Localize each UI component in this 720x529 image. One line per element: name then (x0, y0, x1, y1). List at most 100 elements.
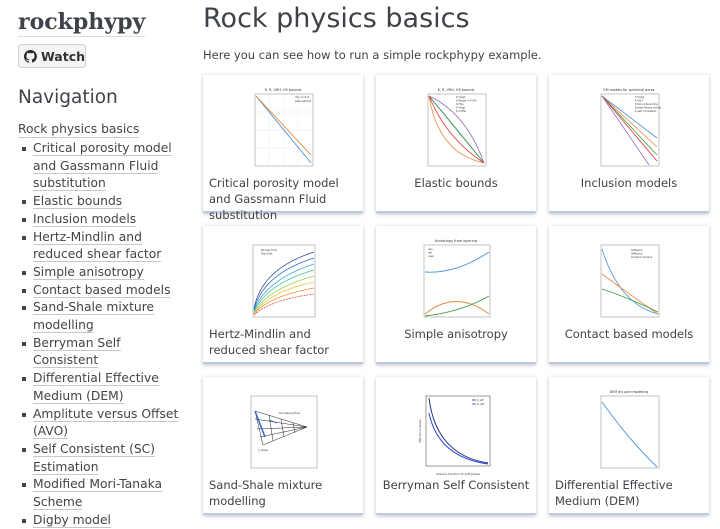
thumb-legend: No Slip limit (261, 248, 277, 252)
thumb-legend: dry rock K (295, 95, 309, 99)
thumb-legend: Stiffsand (631, 252, 643, 256)
card-caption: Contact based models (564, 327, 694, 341)
github-icon (24, 49, 37, 63)
thumb-line (255, 95, 312, 164)
gallery-card-critical-porosity[interactable]: K, R, VRH, HS bounds dry rock K saturate… (203, 75, 363, 222)
nav-item: Modified Mori-Tanaka Scheme (18, 476, 188, 511)
gallery-card-inclusion-models[interactable]: EM models for spherical pores K Voigt K … (549, 75, 709, 213)
thumb-legend: del (428, 251, 432, 255)
card-caption: Critical porosity model and Gassmann Flu… (209, 176, 339, 222)
thumb-legend: K Non-interacting (635, 102, 658, 106)
nav-link-mori-tanaka[interactable]: Modified Mori-Tanaka Scheme (33, 477, 163, 511)
page-title: Rock physics basics (203, 3, 470, 34)
nav-item: Simple anisotropy (18, 264, 188, 282)
nav-link-simple-anisotropy[interactable]: Simple anisotropy (33, 264, 144, 280)
thumb-legend: vsen (428, 255, 434, 258)
nav-link-berryman[interactable]: Berryman Self Consistent (33, 335, 121, 369)
nav-link-inclusion-models[interactable]: Inclusion models (33, 211, 137, 227)
sidebar: rockphypy Watch Navigation Rock physics … (0, 0, 190, 528)
thumb-legend: K Voigt (456, 106, 465, 110)
thumb-axes (425, 395, 491, 467)
nav-link-hertz-mindlin[interactable]: Hertz-Mindlin and reduced shear factor (33, 229, 162, 263)
gallery-card-elastic-bounds[interactable]: K, R, VRH, HS bounds K Voigt K Reuss = K… (376, 75, 536, 213)
thumb-legend: saturated K (295, 99, 311, 103)
thumb-axes (427, 93, 487, 167)
thumb-legend: Kuster-Toksoz model (635, 106, 661, 110)
thumb-legend: K HS+ (456, 102, 464, 106)
card-caption: Hertz-Mindlin and reduced shear factor (209, 327, 329, 357)
main-content: Rock physics basics Here you can see how… (203, 0, 720, 515)
thumb-legend: K Voigt (456, 95, 465, 99)
thumbnail-elastic-bounds: K, R, VRH, HS bounds K Voigt K Reuss = K… (427, 88, 487, 167)
github-button-label: Watch (40, 48, 85, 64)
card-caption: Inclusion models (580, 176, 678, 190)
thumb-legend: K HS+ (635, 99, 643, 103)
thumb-legend: K Reuss = K HS- (456, 99, 477, 103)
thumbnail-dem: DEM dry pore modelling (600, 390, 660, 469)
thumbnail-hertz-mindlin: No Slip limit Slip limit (252, 244, 316, 318)
thumb-title: DEM dry pore modelling (610, 390, 648, 394)
thumb-title: EM models for spherical pores (603, 88, 654, 92)
nav-list: Critical porosity model and Gassmann Flu… (18, 140, 188, 529)
nav-heading: Navigation (18, 87, 118, 108)
thumb-line (255, 95, 312, 156)
nav-link-elastic-bounds[interactable]: Elastic bounds (33, 194, 123, 210)
nav-link-contact-models[interactable]: Contact based models (33, 282, 171, 298)
thumb-legend: Slip limit (261, 252, 272, 256)
nav-link-sand-shale[interactable]: Sand-Shale mixture modelling (33, 300, 155, 334)
thumb-axes (600, 244, 660, 318)
nav-link-digby[interactable]: Digby model (33, 512, 111, 528)
thumbnail-critical-porosity: K, R, VRH, HS bounds dry rock K saturate… (254, 88, 314, 167)
card-caption: Simple anisotropy (404, 327, 508, 341)
nav-item: Self Consistent (SC) Estimation (18, 441, 188, 476)
thumbnail-sand-shale: Decreasing fluid V_shale (250, 395, 318, 469)
thumbnail-berryman: K_eff G_eff Volume fraction of soft phas… (418, 395, 491, 476)
thumb-axes (252, 244, 316, 318)
thumb-axes (250, 395, 318, 469)
gallery-card-sand-shale[interactable]: Decreasing fluid V_shale Sand-Shale mixt… (203, 377, 363, 515)
thumb-title: K, R, VRH, HS bounds (265, 88, 302, 92)
nav-link-avo[interactable]: Amplitute versus Offset (AVO) (33, 406, 179, 440)
intro-text: Here you can see how to run a simple roc… (203, 48, 542, 62)
thumb-title: Anisotropy from layering (435, 239, 477, 243)
card-caption: Sand-Shale mixture modelling (209, 478, 323, 508)
nav-item: Differential Effective Medium (DEM) (18, 370, 188, 405)
nav-item: Amplitute versus Offset (AVO) (18, 406, 188, 441)
thumb-title: K, R, VRH, HS bounds (438, 88, 475, 92)
thumb-legend: K Coffer (456, 109, 467, 113)
nav-item: Hertz-Mindlin and reduced shear factor (18, 229, 188, 264)
thumb-annotation: V_shale (258, 448, 268, 452)
card-caption: Berryman Self Consistent (382, 478, 530, 492)
gallery-card-hertz-mindlin[interactable]: No Slip limit Slip limit Hertz-Mindlin a… (203, 226, 363, 364)
thumbnail-simple-anisotropy: Anisotropy from layering eps del vsen (423, 239, 491, 318)
thumb-annotation: Decreasing fluid (279, 411, 300, 415)
nav-item: Digby model (18, 512, 188, 529)
thumb-axes (600, 395, 660, 469)
nav-item: Contact based models (18, 282, 188, 300)
nav-link-self-consistent[interactable]: Self Consistent (SC) Estimation (33, 441, 156, 475)
thumb-legend: Softsand (631, 248, 643, 252)
thumb-legend: eps (428, 248, 433, 251)
thumb-legend: K_eff (477, 398, 484, 402)
nav-link-critical-porosity[interactable]: Critical porosity model and Gassmann Flu… (33, 141, 172, 192)
site-logo[interactable]: rockphypy (18, 9, 146, 37)
thumb-legend: K Voigt (635, 95, 644, 99)
card-caption: Differential Effective Medium (DEM) (555, 478, 673, 508)
thumb-xlabel: Volume fraction of soft phase (436, 472, 480, 476)
nav-link-rock-physics-basics[interactable]: Rock physics basics (18, 122, 140, 138)
thumb-axes (423, 244, 491, 318)
nav-item: Inclusion models (18, 211, 188, 229)
card-caption: Elastic bounds (414, 176, 498, 190)
gallery-card-berryman[interactable]: K_eff G_eff Volume fraction of soft phas… (376, 377, 536, 515)
gallery-card-dem[interactable]: DEM dry pore modelling Differential Effe… (549, 377, 709, 515)
nav-link-dem[interactable]: Differential Effective Medium (DEM) (33, 371, 159, 404)
thumb-legend: Contact cement (631, 255, 652, 259)
nav-item: Critical porosity model and Gassmann Flu… (18, 140, 188, 193)
nav-item: Berryman Self Consistent (18, 335, 188, 370)
gallery-card-contact-models[interactable]: Softsand Stiffsand Contact cement Contac… (549, 226, 709, 364)
github-watch-button[interactable]: Watch (18, 44, 86, 68)
thumb-ylabel: Effective modulus (418, 419, 422, 443)
thumb-legend: K self consistent (635, 109, 656, 113)
gallery-card-simple-anisotropy[interactable]: Anisotropy from layering eps del vsen Si… (376, 226, 536, 364)
nav-item: Elastic bounds (18, 193, 188, 211)
